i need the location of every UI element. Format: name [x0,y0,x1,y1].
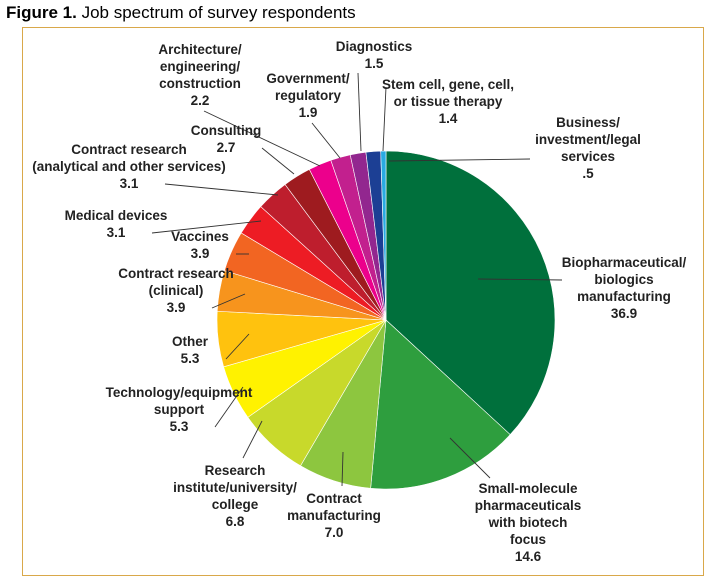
slice-label-line: Contract research [71,142,187,157]
slice-label-line: institute/university/ [173,480,297,495]
pie-slice [385,150,556,436]
slice-value: 1.9 [299,105,318,120]
leader-line [261,147,295,175]
slice-value: 1.5 [365,56,384,71]
slice-label-line: engineering/ [160,59,241,74]
slice-value: 6.8 [226,514,245,529]
slice-value: 5.3 [181,351,200,366]
figure-caption: Job spectrum of survey respondents [81,3,356,22]
slice-value: 1.4 [439,111,458,126]
slice-label-line: manufacturing [287,508,381,523]
slice-label-line: construction [159,76,241,91]
slice-label-line: (analytical and other services) [32,159,226,174]
leader-line [449,437,491,479]
slice-label-line: services [561,149,615,164]
slice-label: Small-molecule pharmaceuticals with biotec… [475,481,582,564]
slice-label: Diagnostics 1.5 [336,39,413,71]
slice-value: 2.2 [191,93,210,108]
slice-label-line: Small-molecule [478,481,578,496]
slice-label-line: or tissue therapy [394,94,503,109]
slice-value: 3.1 [107,225,126,240]
leader-line [388,158,531,162]
slice-label-line: Consulting [191,123,262,138]
leader-line [211,293,246,309]
slice-label: Other 5.3 [172,334,209,366]
slice-label: Contract research (analytical and other s… [32,142,226,191]
leader-line [203,110,321,167]
slice-label-line: investment/legal [535,132,641,147]
slice-label: Stem cell, gene, cell, or tissue therapy 1… [382,77,514,126]
slice-value: 3.9 [191,246,210,261]
slice-label-line: manufacturing [577,289,671,304]
slice-label-line: biologics [594,272,653,287]
leader-line [164,183,279,196]
leader-line [311,122,341,159]
slice-label: Consulting 2.7 [191,123,262,155]
leader-line [242,420,263,459]
pie-slice [370,319,511,490]
slice-label-line: Vaccines [171,229,229,244]
slice-label-line: pharmaceuticals [475,498,582,513]
slice-label-line: with biotech [488,515,568,530]
pie-slices [216,150,556,490]
slice-labels: Biopharmaceutical/biologics manufacturing… [32,39,686,564]
slice-label-line: Diagnostics [336,39,413,54]
slice-label-line: (clinical) [149,283,204,298]
slice-value: 7.0 [325,525,344,540]
leader-line [477,278,563,281]
slice-label-line: Contract research [118,266,234,281]
slice-label: Medical devices 3.1 [65,208,168,240]
slice-label-line: support [154,402,205,417]
slice-label-line: Other [172,334,209,349]
slice-value: 2.7 [217,140,236,155]
slice-value: 14.6 [515,549,542,564]
slice-label: Contract research (clinical) 3.9 [118,266,234,315]
slice-label-line: Architecture/ [158,42,242,57]
slice-label-line: Medical devices [65,208,168,223]
slice-label: Technology/equipment support 5.3 [106,385,253,434]
leader-line [151,220,262,234]
leader-line [357,72,362,152]
slice-label-line: Research [205,463,266,478]
slice-label-line: Stem cell, gene, cell, [382,77,514,92]
slice-label-line: Biopharmaceutical/ [562,255,687,270]
slice-label-line: Business/ [556,115,620,130]
slice-label: Architecture/engineering/construction 2.2 [158,42,242,108]
leader-line [382,86,387,152]
slice-label-line: Contract [306,491,362,506]
slice-label: Contract manufacturing 7.0 [287,491,381,540]
slice-label: Vaccines 3.9 [171,229,229,261]
slice-label: Government/regulatory 1.9 [266,71,350,120]
slice-value: 3.9 [167,300,186,315]
leader-lines [151,72,563,487]
slice-label: Biopharmaceutical/biologics manufacturing… [562,255,687,321]
pie-slice [380,150,387,321]
slice-label-line: college [212,497,259,512]
slice-label-line: Government/ [266,71,350,86]
slice-label: Research institute/university/college 6.8 [173,463,297,529]
slice-label-line: Technology/equipment [106,385,253,400]
leader-line [341,451,344,487]
slice-label: Business/investment/legal services .5 [535,115,641,181]
slice-label-line: regulatory [275,88,342,103]
slice-label-line: focus [510,532,546,547]
figure-title: Figure 1. Job spectrum of survey respond… [6,3,356,23]
slice-value: 3.1 [120,176,139,191]
slice-value: 36.9 [611,306,637,321]
leader-line [214,386,244,428]
slice-value: .5 [582,166,594,181]
leader-line [225,333,250,360]
slice-value: 5.3 [170,419,189,434]
figure-number: Figure 1. [6,3,77,22]
